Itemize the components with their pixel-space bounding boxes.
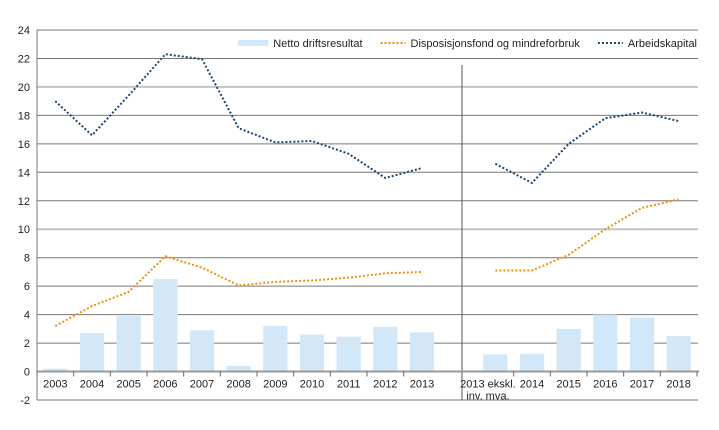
- bar: [299, 334, 325, 372]
- y-tick-label: 18: [18, 110, 30, 122]
- legend-swatch: [238, 40, 269, 46]
- bar: [79, 333, 105, 372]
- bar: [373, 326, 398, 372]
- bar: [409, 332, 435, 372]
- x-tick-label: 2013: [410, 379, 434, 391]
- y-tick-label: 10: [18, 224, 30, 236]
- x-tick-label: 2011: [337, 379, 361, 391]
- series-line: [54, 53, 423, 180]
- lines: [54, 53, 679, 327]
- x-tick-label: 2006: [153, 379, 177, 391]
- bar: [666, 335, 691, 372]
- bar: [43, 368, 68, 372]
- x-axis: 2003 2004 2005 2006 2007 2008 2009 2010 2011 2012…: [36, 370, 699, 403]
- x-tick-label: 2016: [593, 379, 617, 391]
- bar: [263, 326, 288, 372]
- bar: [556, 328, 581, 372]
- x-tick-label: 2014: [520, 379, 544, 391]
- y-tick-label: 24: [18, 25, 30, 37]
- bar: [519, 353, 545, 372]
- x-tick-label: 2013 ekskl.: [460, 379, 516, 391]
- x-tick-label: 2012: [373, 379, 397, 391]
- x-tick-label: 2015: [556, 379, 580, 391]
- y-tick-label: 6: [24, 281, 30, 293]
- legend-label: Netto driftsresultat: [273, 38, 362, 50]
- x-tick-label: 2005: [116, 379, 140, 391]
- x-tick-label: 2017: [630, 379, 654, 391]
- legend-label: Disposisjonsfond og mindreforbruk: [411, 38, 581, 50]
- x-tick-label: 2007: [190, 379, 214, 391]
- bar: [336, 336, 361, 372]
- y-tick-label: 8: [24, 253, 30, 265]
- y-tick-label: 12: [18, 196, 30, 208]
- y-tick-label: 2: [24, 338, 30, 350]
- x-tick-label: 2004: [80, 379, 104, 391]
- x-tick-label: 2008: [226, 379, 250, 391]
- gridlines: [36, 29, 698, 401]
- bar: [116, 316, 141, 372]
- y-tick-label: 4: [24, 310, 30, 322]
- x-tick-label: 2003: [43, 379, 67, 391]
- bar: [593, 314, 618, 372]
- x-tick-label: 2018: [666, 379, 690, 391]
- y-tick-label: 14: [18, 167, 30, 179]
- bar: [153, 279, 178, 372]
- legend: Netto driftsresultat Disposisjonsfond og …: [238, 38, 697, 50]
- series-line: [494, 111, 679, 185]
- y-tick-label: -2: [20, 395, 30, 407]
- x-tick-label: 2010: [300, 379, 324, 391]
- bars: [43, 279, 691, 372]
- y-tick-label: 16: [18, 139, 30, 151]
- legend-label: Arbeidskapital: [628, 38, 697, 50]
- y-tick-label: 22: [18, 53, 30, 65]
- bar: [189, 330, 215, 372]
- x-tick-label: inv. mva.: [466, 391, 509, 403]
- bar: [483, 354, 508, 372]
- y-tick-label: 20: [18, 82, 30, 94]
- bar: [629, 317, 655, 372]
- series-line: [54, 255, 423, 327]
- series-line: [495, 198, 679, 272]
- bar: [226, 365, 251, 372]
- x-tick-label: 2009: [263, 379, 287, 391]
- y-tick-label: 0: [24, 367, 30, 379]
